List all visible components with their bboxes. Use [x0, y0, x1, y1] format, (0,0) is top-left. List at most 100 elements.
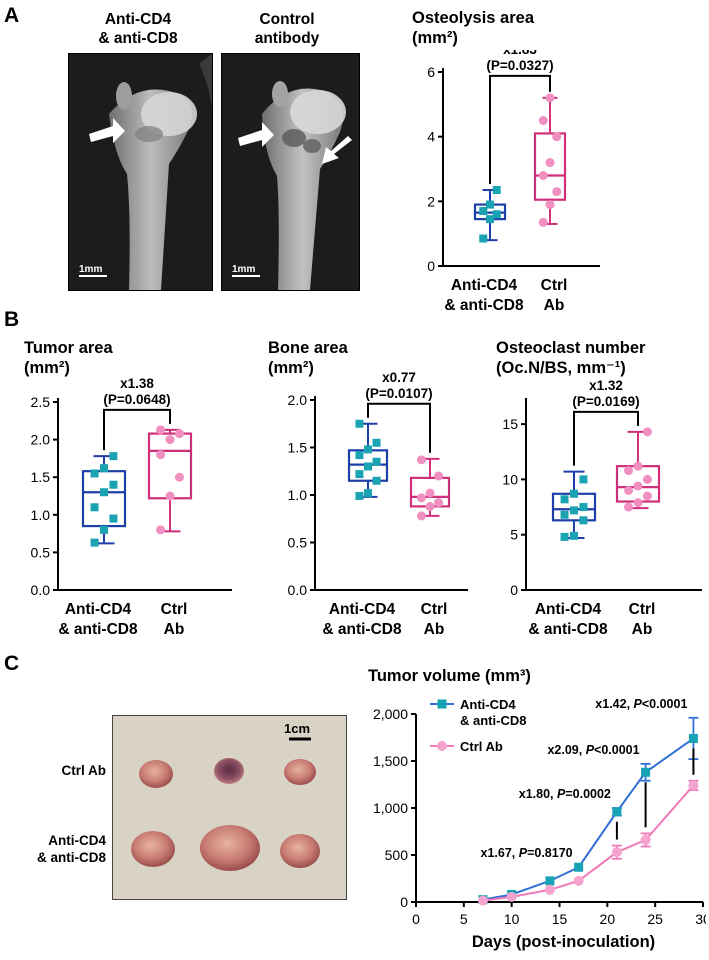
data-point: [633, 461, 643, 471]
data-point: [109, 480, 118, 489]
x-group-label-line1: Ctrl: [541, 277, 568, 294]
data-point: [434, 471, 444, 481]
y-tick-label: 500: [385, 847, 409, 863]
data-point: [165, 491, 175, 501]
annotation-fold: x1.38: [120, 376, 154, 391]
tumor-volume-chart-title: Tumor volume (mm³): [368, 667, 531, 685]
data-point: [156, 450, 166, 460]
y-tick-label: 1,500: [373, 753, 408, 769]
data-point: [372, 457, 381, 466]
data-point: [552, 132, 562, 142]
data-point: [355, 470, 364, 479]
data-point: [165, 435, 175, 445]
data-point: [545, 93, 555, 103]
data-point: [355, 451, 364, 460]
x-axis-label: Days (post-inoculation): [472, 933, 655, 951]
data-point: [545, 876, 555, 886]
x-group-label-line2: Ab: [632, 621, 653, 638]
data-point: [538, 170, 548, 180]
annotation-pvalue: (P=0.0107): [365, 386, 432, 401]
data-point: [574, 862, 584, 872]
data-point: [642, 491, 652, 501]
y-tick-label: 2: [427, 193, 435, 209]
x-group-label-line2: Ab: [424, 621, 445, 638]
panel-letter-c: C: [4, 652, 20, 675]
data-point: [486, 215, 494, 224]
annotation-fold: x0.77: [382, 372, 416, 385]
data-point: [506, 891, 517, 902]
significance-bracket: [367, 402, 431, 453]
tumor-volume-chart: 0 500 1,000 1,500 2,000 0 5 10 15 20 25 30 Days (pos…: [373, 697, 706, 951]
y-tick-label: 2.0: [31, 432, 51, 448]
annotation-label: x1.67, P=0.8170: [481, 846, 573, 860]
box: [81, 470, 127, 528]
data-point: [560, 495, 569, 504]
tumor-area-chart-title: Tumor area (mm²): [24, 339, 113, 377]
x-group-label-line1: Anti-CD4: [451, 277, 518, 294]
x-tick-label: 0: [412, 911, 420, 927]
data-point: [156, 525, 166, 535]
tumor-photo: 1cm: [112, 715, 347, 900]
data-point: [100, 488, 108, 497]
annotation-fold: x1.32: [589, 378, 623, 393]
tumor-photo-drawing: 1cm: [131, 721, 320, 871]
box: [533, 132, 567, 201]
data-point: [492, 210, 501, 219]
data-point: [545, 158, 555, 168]
tumor-anti-2: [200, 825, 260, 871]
x-tick-label: 20: [600, 911, 616, 927]
data-point: [579, 516, 588, 525]
data-point: [633, 481, 643, 491]
x-group-label-line2: & anti-CD8: [322, 621, 402, 638]
y-tick-label: 0: [400, 894, 408, 910]
xray-left-title: Anti-CD4 & anti-CD8: [98, 11, 178, 47]
bone-area-chart: 0.0 0.5 1.0 1.5 2.0 Anti-CD4 & anti-CD8 Ctrl Ab x…: [288, 372, 468, 638]
significance-bracket: [573, 410, 639, 466]
x-group-label-line1: Anti-CD4: [535, 601, 602, 618]
femur-left: 1mm: [79, 54, 212, 290]
x-group-label-line1: Ctrl: [629, 601, 656, 618]
data-point: [579, 475, 588, 484]
x-group-label-line1: Anti-CD4: [329, 601, 396, 618]
x-group-label-line2: & anti-CD8: [58, 621, 138, 638]
data-point: [486, 200, 494, 209]
arrow-icon: [89, 118, 125, 143]
photo-scale-label: 1cm: [284, 721, 310, 736]
y-tick-label: 0.5: [31, 544, 51, 560]
x-group-label-line2: & anti-CD8: [528, 621, 608, 638]
data-point: [425, 488, 435, 498]
y-tick-label: 1.5: [31, 469, 51, 485]
data-point: [560, 532, 569, 541]
legend-marker-anti: [437, 699, 447, 709]
data-point: [688, 780, 699, 791]
y-tick-label: 1.5: [288, 440, 308, 456]
data-point: [624, 485, 634, 495]
osteolysis-chart-title: Osteolysis area (mm²): [412, 9, 534, 47]
data-point: [372, 476, 381, 485]
legend-label-anti-2: & anti-CD8: [460, 713, 526, 728]
x-tick-label: 15: [552, 911, 568, 927]
data-point: [552, 187, 562, 197]
data-point: [109, 514, 118, 523]
series-line: [482, 737, 695, 901]
x-tick-label: 10: [504, 911, 520, 927]
arrow-icon: [238, 122, 274, 147]
xray-right-title: Control antibody: [254, 11, 320, 47]
data-point: [624, 466, 634, 476]
data-point: [364, 462, 372, 471]
annotation-pvalue: (P=0.0327): [486, 58, 553, 73]
series-line: [482, 784, 695, 902]
x-tick-label: 5: [460, 911, 468, 927]
data-point: [174, 472, 184, 482]
data-point: [633, 498, 643, 508]
data-point: [538, 116, 548, 125]
data-point: [538, 217, 548, 227]
osteolysis-chart: 0 2 4 6 Anti-CD4 & anti-CD8 Ctrl Ab x1.83(P=0.03…: [427, 50, 600, 314]
annotation-label: x2.09, P<0.0001: [547, 743, 639, 757]
y-tick-label: 2,000: [373, 706, 408, 722]
tumor-ctrl-3: [284, 759, 316, 785]
y-tick-label: 5: [510, 527, 518, 543]
y-tick-label: 10: [502, 471, 518, 487]
tumor-anti-3: [280, 834, 320, 868]
x-group-label-line1: Ctrl: [161, 601, 188, 618]
